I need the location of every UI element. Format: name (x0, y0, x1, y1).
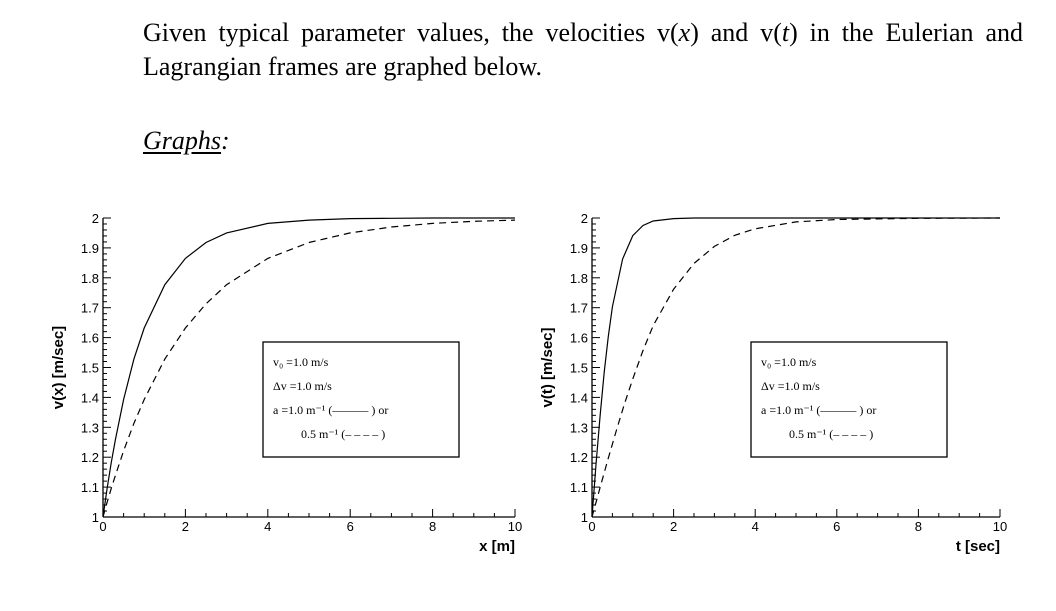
x-tick-label: 4 (264, 519, 271, 534)
x-tick-label: 2 (182, 519, 189, 534)
velocity-lagrangian-plot: 0 2 4 6 8 10 1 1.1 1.2 1.3 1.4 1.5 1.6 1.7 1.8 1.9 2 t [s… (539, 211, 1007, 555)
velocity-eulerian-plot: 0 2 4 6 8 10 1 1.1 1.2 1.3 1.4 1.5 1.6 1.7 1.8 1.9 2 x [m… (50, 211, 522, 555)
legend-line-2: Δv =1.0 m/s (761, 379, 820, 393)
graphs-heading-colon: : (221, 126, 230, 155)
y-tick-label: 1.7 (81, 301, 99, 316)
legend-line-3: a =1.0 m⁻¹ (——— ) or (273, 403, 388, 417)
x-tick-label: 8 (429, 519, 436, 534)
solid-series-line (591, 217, 1000, 518)
y-tick-label: 1.1 (81, 480, 99, 495)
y-axis-label: v(t) [m/sec] (539, 327, 556, 407)
y-tick-label: 1.8 (570, 271, 588, 286)
para-var-x: x (678, 18, 691, 47)
legend-line-4: 0.5 m⁻¹ (– – – – ) (301, 427, 385, 441)
dashed-series-line (102, 219, 516, 518)
x-tick-label: 4 (752, 519, 759, 534)
legend-line-1: v₀ =1.0 m/s (273, 355, 329, 369)
y-tick-label: 1.8 (81, 271, 99, 286)
x-tick-label: 0 (99, 519, 106, 534)
y-tick-label: 1 (581, 510, 588, 525)
x-tick-label: 10 (993, 519, 1007, 534)
y-tick-label: 1.3 (81, 420, 99, 435)
y-tick-label: 1.3 (570, 420, 588, 435)
x-axis-label: x [m] (479, 538, 515, 555)
y-tick-label: 1 (92, 510, 99, 525)
para-text-1: Given typical parameter values, the velo… (143, 18, 679, 47)
x-tick-label: 6 (347, 519, 354, 534)
legend-box (262, 341, 460, 458)
legend-box (750, 341, 948, 458)
y-tick-label: 1.9 (81, 241, 99, 256)
x-tick-label: 0 (588, 519, 595, 534)
y-tick-label: 1.9 (570, 241, 588, 256)
solid-series-line (102, 217, 515, 518)
para-text-2: ) and v( (690, 18, 782, 47)
para-text-4: Eulerian and Lagrangian frames are graph… (143, 18, 1023, 81)
y-tick-label: 2 (581, 211, 588, 226)
legend-line-1: v₀ =1.0 m/s (761, 355, 817, 369)
dashed-series-line (591, 217, 1001, 518)
x-tick-label: 10 (508, 519, 522, 534)
x-tick-label: 2 (670, 519, 677, 534)
y-tick-label: 1.4 (570, 390, 588, 405)
y-tick-label: 1.5 (81, 361, 99, 376)
y-tick-label: 1.6 (570, 331, 588, 346)
x-tick-label: 6 (833, 519, 840, 534)
x-axis-label: t [sec] (956, 538, 1000, 555)
y-tick-label: 1.7 (570, 301, 588, 316)
y-tick-label: 1.5 (570, 361, 588, 376)
y-tick-label: 1.6 (81, 331, 99, 346)
y-tick-label: 2 (92, 211, 99, 226)
y-axis-label: v(x) [m/sec] (50, 326, 67, 409)
y-tick-label: 1.2 (570, 450, 588, 465)
y-tick-label: 1.4 (81, 390, 99, 405)
y-tick-label: 1.1 (570, 480, 588, 495)
graphs-heading-word: Graphs (143, 126, 222, 155)
para-text-3: ) in the (789, 18, 874, 47)
para-var-t: t (781, 18, 790, 47)
y-tick-label: 1.2 (81, 450, 99, 465)
graphs-heading: Graphs: (143, 126, 230, 156)
x-tick-label: 8 (915, 519, 922, 534)
legend-line-4: 0.5 m⁻¹ (– – – – ) (789, 427, 873, 441)
legend-line-3: a =1.0 m⁻¹ (——— ) or (761, 403, 876, 417)
intro-paragraph: Given typical parameter values, the velo… (143, 16, 1023, 84)
legend-line-2: Δv =1.0 m/s (273, 379, 332, 393)
